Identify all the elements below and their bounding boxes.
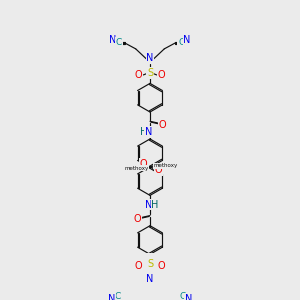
Text: methoxy: methoxy (124, 166, 149, 171)
Text: O: O (134, 261, 142, 271)
Text: H: H (152, 200, 159, 210)
Text: N: N (146, 274, 154, 284)
Text: O: O (159, 120, 167, 130)
Text: C: C (180, 292, 186, 300)
Text: N: N (109, 34, 117, 45)
Text: O: O (134, 70, 142, 80)
Text: O: O (134, 214, 141, 224)
Text: O: O (154, 165, 162, 175)
Text: N: N (108, 294, 115, 300)
Text: N: N (183, 34, 191, 45)
Text: methoxy: methoxy (153, 164, 177, 168)
Text: N: N (146, 53, 154, 63)
Text: C: C (178, 38, 184, 46)
Text: N: N (185, 294, 192, 300)
Text: C: C (114, 292, 120, 300)
Text: N: N (145, 200, 152, 210)
Text: S: S (147, 68, 153, 78)
Text: N: N (145, 127, 152, 137)
Text: O: O (158, 261, 166, 271)
Text: O: O (140, 159, 147, 169)
Text: H: H (140, 127, 147, 137)
Text: S: S (147, 260, 153, 269)
Text: C: C (116, 38, 122, 46)
Text: O: O (158, 70, 166, 80)
